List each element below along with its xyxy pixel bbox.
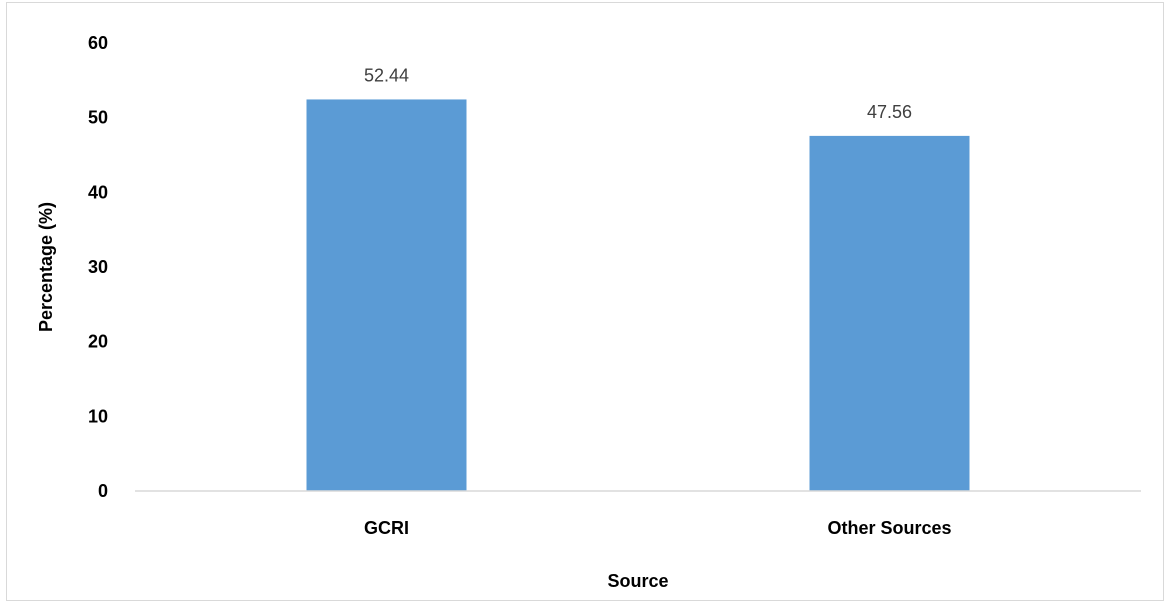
data-label: 47.56 <box>867 102 912 122</box>
data-label: 52.44 <box>364 65 409 85</box>
y-tick-label: 60 <box>88 33 108 53</box>
y-tick-label: 10 <box>88 406 108 426</box>
bars: 52.44 47.56 <box>306 65 970 492</box>
y-tick-label: 50 <box>88 108 108 128</box>
bar-gcri <box>306 99 467 491</box>
bar-other-sources <box>809 135 970 492</box>
x-category-label: GCRI <box>364 518 409 538</box>
x-axis-title: Source <box>607 571 668 591</box>
x-category-label: Other Sources <box>827 518 951 538</box>
y-tick-label: 20 <box>88 332 108 352</box>
x-axis-categories: GCRI Other Sources <box>364 518 952 538</box>
y-tick-label: 30 <box>88 257 108 277</box>
y-axis-ticks: 0 10 20 30 40 50 60 <box>88 33 108 501</box>
y-tick-label: 0 <box>98 481 108 501</box>
chart-frame <box>6 2 1164 601</box>
y-axis-title: Percentage (%) <box>36 202 56 332</box>
y-tick-label: 40 <box>88 182 108 202</box>
